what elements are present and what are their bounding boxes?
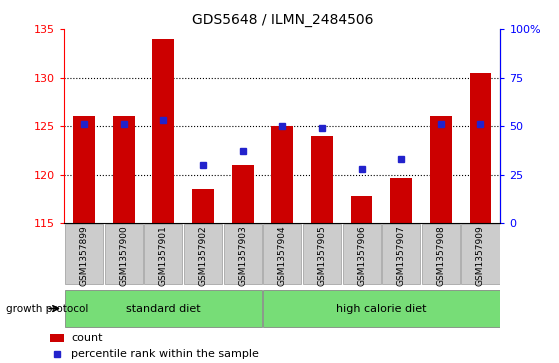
Bar — [311, 136, 333, 223]
FancyBboxPatch shape — [263, 224, 301, 284]
Text: high calorie diet: high calorie diet — [336, 303, 427, 314]
FancyBboxPatch shape — [65, 224, 103, 284]
Bar — [50, 334, 64, 342]
FancyBboxPatch shape — [184, 224, 222, 284]
Text: GSM1357907: GSM1357907 — [397, 225, 406, 286]
Text: GSM1357909: GSM1357909 — [476, 225, 485, 286]
FancyBboxPatch shape — [144, 224, 182, 284]
Text: GSM1357900: GSM1357900 — [119, 225, 128, 286]
Bar — [73, 117, 95, 223]
Bar — [272, 126, 293, 223]
FancyBboxPatch shape — [105, 224, 143, 284]
Bar — [232, 165, 254, 223]
FancyBboxPatch shape — [303, 224, 341, 284]
Text: GSM1357903: GSM1357903 — [238, 225, 247, 286]
Bar — [113, 117, 135, 223]
FancyBboxPatch shape — [263, 290, 500, 327]
Text: GSM1357906: GSM1357906 — [357, 225, 366, 286]
FancyBboxPatch shape — [462, 224, 500, 284]
Text: GSM1357904: GSM1357904 — [278, 225, 287, 286]
Text: count: count — [71, 333, 103, 343]
FancyBboxPatch shape — [65, 290, 262, 327]
Title: GDS5648 / ILMN_2484506: GDS5648 / ILMN_2484506 — [192, 13, 373, 26]
Text: GSM1357908: GSM1357908 — [437, 225, 446, 286]
Text: percentile rank within the sample: percentile rank within the sample — [71, 349, 259, 359]
Bar — [470, 73, 491, 223]
FancyBboxPatch shape — [382, 224, 420, 284]
Bar — [153, 39, 174, 223]
Text: standard diet: standard diet — [126, 303, 201, 314]
FancyBboxPatch shape — [224, 224, 262, 284]
FancyBboxPatch shape — [343, 224, 381, 284]
Text: GSM1357899: GSM1357899 — [79, 225, 89, 286]
Bar — [192, 189, 214, 223]
Text: GSM1357902: GSM1357902 — [198, 225, 207, 286]
Text: GSM1357905: GSM1357905 — [318, 225, 326, 286]
FancyBboxPatch shape — [422, 224, 460, 284]
Bar — [430, 117, 452, 223]
Bar — [350, 196, 372, 223]
Bar — [390, 178, 412, 223]
Text: GSM1357901: GSM1357901 — [159, 225, 168, 286]
Text: growth protocol: growth protocol — [6, 303, 88, 314]
